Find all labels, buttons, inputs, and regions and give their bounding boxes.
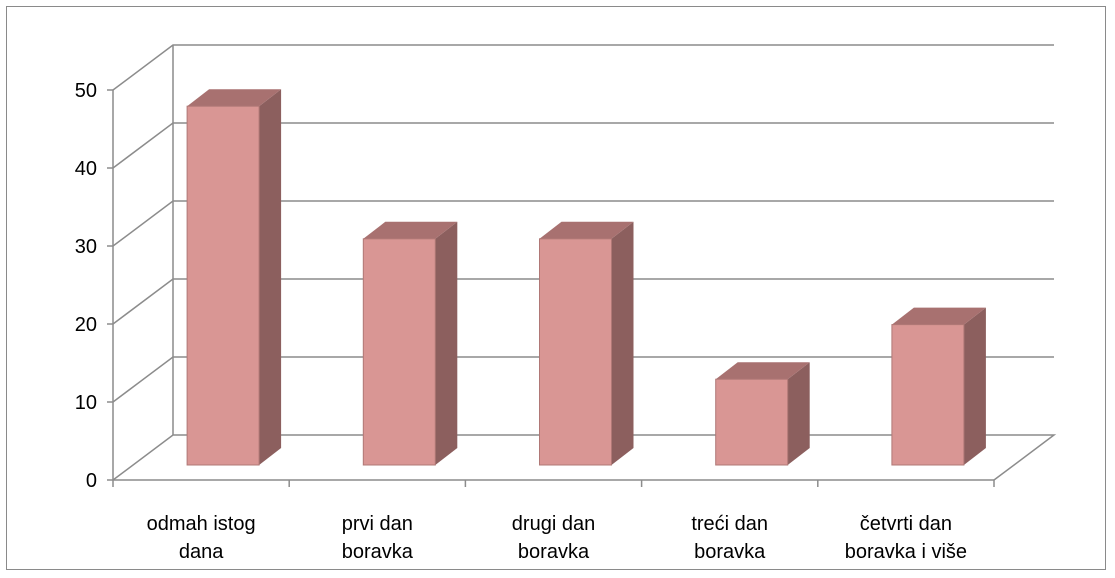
bar-side — [611, 221, 634, 465]
bar — [186, 89, 282, 466]
bar — [891, 307, 986, 466]
y-tick-label: 30 — [75, 236, 97, 258]
gridlines — [112, 44, 1057, 481]
y-tick-label: 0 — [86, 470, 97, 492]
bar — [539, 221, 634, 466]
axes — [107, 89, 995, 487]
bar-front — [362, 238, 436, 466]
bar-top — [363, 221, 458, 239]
y-tick-label: 40 — [75, 158, 97, 180]
bar-side — [435, 221, 458, 465]
x-tick-label: prvi dan boravka — [342, 513, 414, 563]
gridline — [112, 44, 1054, 91]
bar-side — [787, 362, 810, 465]
x-tick-label: odmah istog dana — [147, 513, 256, 563]
bars — [186, 89, 986, 466]
bar-side — [259, 89, 282, 465]
y-tick-label: 20 — [75, 314, 97, 336]
category-labels: odmah istog dana prvi dan boravka drugi dan b… — [147, 513, 967, 563]
bar-front — [539, 238, 612, 466]
bar-front — [715, 378, 789, 466]
bar — [715, 362, 810, 466]
gridline — [112, 122, 1054, 169]
y-tick-label: 10 — [75, 392, 97, 414]
bar — [362, 221, 458, 466]
x-tick-label: drugi dan boravka — [512, 513, 595, 563]
bar-top — [891, 307, 986, 325]
gridline — [112, 200, 1054, 247]
gridline — [112, 356, 1054, 403]
y-tick-labels: 0 10 20 30 40 50 — [75, 80, 97, 492]
x-tick-label: treći dan boravka — [691, 513, 768, 563]
bar-top — [539, 221, 634, 239]
bar-front — [891, 324, 965, 466]
bar-front — [186, 105, 260, 466]
bar-side — [963, 307, 986, 465]
y-tick-label: 50 — [75, 80, 97, 102]
x-tick-label: četvrti dan boravka i više — [845, 513, 967, 563]
bar-top — [187, 89, 282, 107]
bar-top — [715, 362, 810, 380]
gridline — [112, 278, 1054, 325]
